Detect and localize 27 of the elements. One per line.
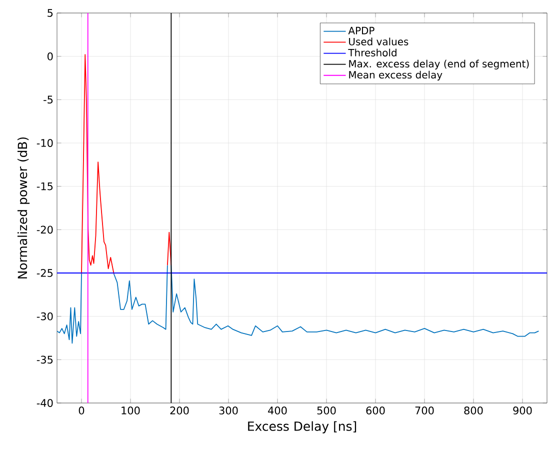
x-tick-label: 700 — [415, 406, 434, 414]
y-tick-label: -10 — [36, 139, 53, 147]
legend-label: Mean excess delay — [349, 70, 442, 80]
x-tick-label: 600 — [366, 406, 385, 414]
y-tick-label: 5 — [48, 9, 53, 17]
y-tick-label: -5 — [44, 96, 53, 104]
x-tick-label: 500 — [317, 406, 336, 414]
y-tick-label: -20 — [36, 226, 53, 234]
y-tick-label: -30 — [36, 312, 53, 320]
y-tick-label: -15 — [36, 182, 53, 190]
legend-label: APDP — [348, 26, 374, 34]
x-axis-title: Excess Delay [ns] — [248, 421, 356, 434]
x-tick-label: 0 — [78, 406, 84, 414]
y-tick-label: 0 — [48, 52, 53, 60]
y-tick-label: -35 — [36, 356, 53, 364]
x-tick-label: 800 — [464, 406, 483, 414]
legend-label: Max. excess delay (end of segment) — [349, 60, 529, 70]
x-tick-label: 200 — [170, 406, 189, 414]
x-tick-label: 900 — [513, 406, 532, 414]
x-tick-label: 400 — [268, 406, 287, 414]
y-tick-label: -40 — [36, 399, 53, 407]
x-tick-label: 100 — [122, 406, 140, 414]
legend-label: Threshold — [348, 48, 396, 56]
x-tick-label: 300 — [219, 406, 238, 414]
legend-label: Used values — [349, 38, 408, 46]
y-tick-label: -25 — [36, 269, 53, 277]
y-axis-title: Normalized power (dB) — [17, 137, 30, 278]
